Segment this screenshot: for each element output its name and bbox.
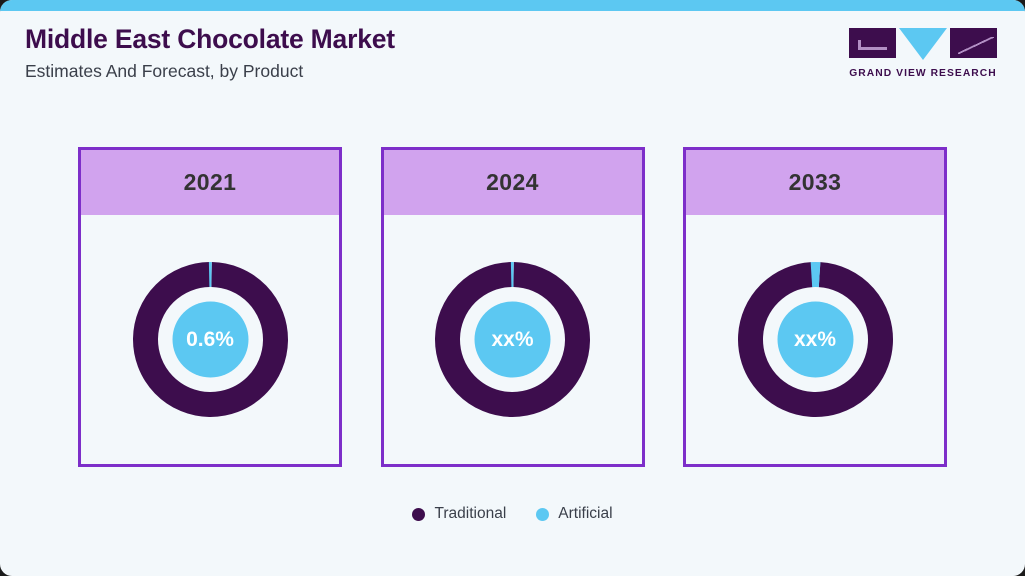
donut-chart-2024: xx% — [434, 261, 591, 418]
header: Middle East Chocolate Market Estimates A… — [0, 11, 1025, 103]
year-card-2024: 2024 xx% — [380, 147, 645, 467]
logo-triangle-icon — [899, 28, 947, 60]
donut-slice-artificial — [737, 262, 893, 417]
card-body: xx% — [384, 215, 642, 464]
logo-wordmark: GRAND VIEW RESEARCH — [849, 68, 997, 79]
donut-svg — [737, 262, 893, 417]
legend-item-artificial: Artificial — [536, 505, 613, 523]
card-year-label: 2033 — [788, 169, 842, 195]
card-header: 2033 — [686, 150, 944, 215]
legend-label-traditional: Traditional — [434, 505, 507, 522]
legend-label-artificial: Artificial — [558, 505, 613, 522]
legend-dot-traditional — [412, 507, 426, 521]
donut-inner-disc — [777, 301, 853, 378]
card-header: 2021 — [81, 150, 339, 215]
year-card-2033: 2033 xx% — [683, 147, 947, 467]
logo-right-block-icon — [950, 28, 997, 58]
card-body: 0.6% — [81, 215, 339, 464]
donut-inner-disc — [172, 301, 248, 378]
card-year-label: 2024 — [486, 169, 539, 195]
card-year-label: 2021 — [183, 169, 237, 195]
donut-chart-2021: 0.6% — [132, 261, 289, 418]
donut-svg — [132, 262, 288, 417]
donut-slice-artificial — [132, 262, 288, 417]
year-cards-row: 2021 0.6% 2024 — [78, 147, 947, 467]
page-subtitle: Estimates And Forecast, by Product — [25, 61, 304, 82]
brand-logo: GRAND VIEW RESEARCH — [849, 28, 997, 79]
legend: Traditional Artificial — [0, 505, 1025, 523]
top-accent-bar — [0, 0, 1025, 11]
page-title: Middle East Chocolate Market — [25, 24, 395, 54]
legend-dot-artificial — [536, 507, 550, 521]
logo-marks — [849, 28, 997, 62]
donut-inner-disc — [474, 301, 551, 378]
year-card-2021: 2021 0.6% — [78, 147, 342, 467]
card-header: 2024 — [383, 150, 642, 215]
title-block: Middle East Chocolate Market Estimates A… — [25, 24, 395, 82]
logo-left-block-icon — [849, 28, 896, 58]
donut-svg — [435, 262, 590, 417]
card-body: xx% — [686, 215, 944, 464]
donut-chart-2033: xx% — [737, 261, 894, 418]
legend-item-traditional: Traditional — [412, 505, 506, 523]
